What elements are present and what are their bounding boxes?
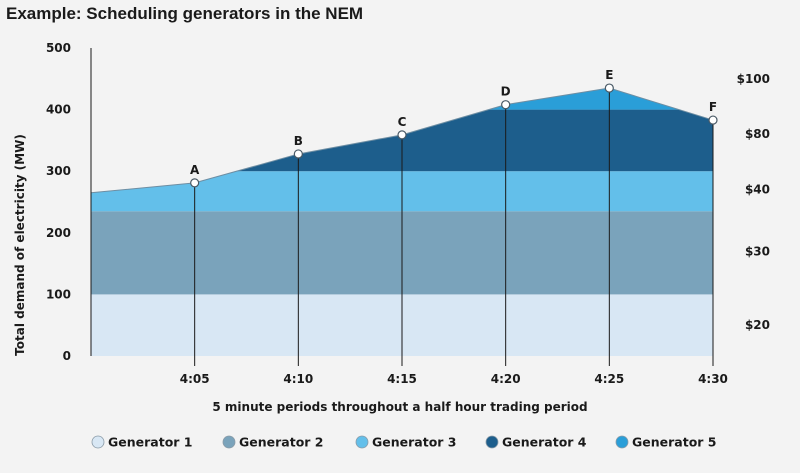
y-tick-label: 300 bbox=[46, 164, 71, 178]
x-tick-label: 4:10 bbox=[283, 372, 313, 386]
legend-swatch bbox=[355, 435, 369, 449]
point-label-D: D bbox=[501, 85, 511, 99]
x-tick-label: 4:25 bbox=[594, 372, 624, 386]
legend-swatch bbox=[91, 435, 105, 449]
chart-title: Example: Scheduling generators in the NE… bbox=[6, 4, 364, 23]
y-tick-label: 200 bbox=[46, 226, 71, 240]
x-tick-label: 4:05 bbox=[180, 372, 210, 386]
point-label-C: C bbox=[398, 115, 407, 129]
legend-swatch bbox=[615, 435, 629, 449]
legend-swatch bbox=[222, 435, 236, 449]
point-label-E: E bbox=[605, 68, 613, 82]
point-D bbox=[501, 100, 511, 110]
x-tick-label: 4:15 bbox=[387, 372, 417, 386]
point-E bbox=[604, 83, 614, 93]
x-axis-label: 5 minute periods throughout a half hour … bbox=[212, 400, 587, 414]
legend-item: Generator 1 bbox=[91, 435, 193, 450]
point-label-A: A bbox=[190, 163, 200, 177]
band-generator-5 bbox=[91, 88, 713, 110]
point-label-B: B bbox=[294, 134, 303, 148]
legend-item: Generator 3 bbox=[355, 435, 457, 450]
price-tick-label: $30 bbox=[745, 244, 770, 258]
price-tick-label: $100 bbox=[737, 72, 770, 86]
legend-item: Generator 5 bbox=[615, 435, 717, 450]
x-tick-label: 4:30 bbox=[698, 372, 728, 386]
point-B bbox=[293, 149, 303, 159]
x-tick-label: 4:20 bbox=[491, 372, 521, 386]
price-tick-label: $20 bbox=[745, 318, 770, 332]
y-axis-label: Total demand of electricity (MW) bbox=[13, 134, 27, 356]
legend-item: Generator 2 bbox=[222, 435, 324, 450]
point-A bbox=[190, 178, 200, 188]
legend-label: Generator 5 bbox=[632, 435, 717, 450]
legend-label: Generator 2 bbox=[239, 435, 324, 450]
legend-label: Generator 1 bbox=[108, 435, 193, 450]
legend-swatch bbox=[485, 435, 499, 449]
point-F bbox=[708, 115, 718, 125]
point-label-F: F bbox=[709, 100, 717, 114]
legend-label: Generator 4 bbox=[502, 435, 587, 450]
y-tick-label: 400 bbox=[46, 103, 71, 117]
y-tick-label: 100 bbox=[46, 287, 71, 301]
y-tick-label: 500 bbox=[46, 41, 71, 55]
price-tick-label: $40 bbox=[745, 183, 770, 197]
point-C bbox=[397, 130, 407, 140]
y-tick-label: 0 bbox=[63, 349, 71, 363]
legend-label: Generator 3 bbox=[372, 435, 457, 450]
legend-item: Generator 4 bbox=[485, 435, 587, 450]
price-tick-label: $80 bbox=[745, 127, 770, 141]
